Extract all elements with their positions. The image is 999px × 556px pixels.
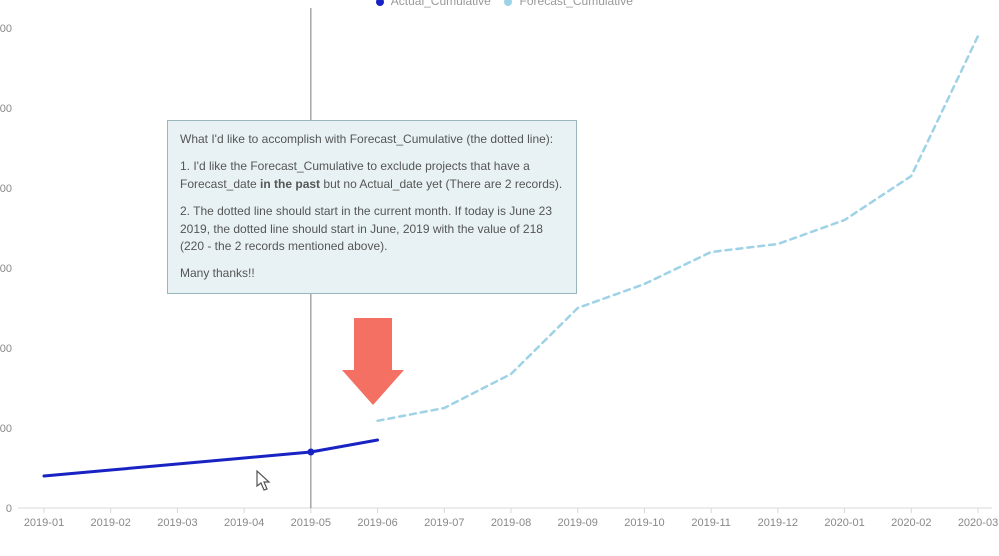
callout-paragraph: Many thanks!! xyxy=(180,265,564,282)
x-axis-tick-label: 2019-07 xyxy=(424,517,464,529)
x-axis-tick-label: 2020-01 xyxy=(824,517,864,529)
x-axis-tick-label: 2019-09 xyxy=(558,517,598,529)
x-axis-tick-label: 2019-08 xyxy=(491,517,531,529)
callout-paragraph: 1. I'd like the Forecast_Cumulative to e… xyxy=(180,158,564,193)
y-axis-tick-label: 300 xyxy=(0,263,12,275)
x-axis-tick-label: 2019-12 xyxy=(758,517,798,529)
legend-label-forecast: Forecast_Cumulative xyxy=(520,0,633,8)
legend-label-actual: Actual_Cumulative xyxy=(391,0,491,8)
x-axis-tick-label: 2019-01 xyxy=(24,517,64,529)
y-axis-tick-label: 00 xyxy=(0,343,12,355)
x-axis-tick-label: 2019-05 xyxy=(291,517,331,529)
chart-legend: Actual_Cumulative Forecast_Cumulative xyxy=(0,0,999,8)
series-actual_cumulative xyxy=(44,440,378,476)
x-axis-tick-label: 2019-10 xyxy=(624,517,664,529)
y-axis-tick-label: 200 xyxy=(0,23,12,35)
y-axis-tick-label: 200 xyxy=(0,423,12,435)
x-axis-tick-label: 2019-11 xyxy=(691,517,731,529)
legend-swatch-forecast xyxy=(504,0,512,6)
y-axis-tick-label: 600 xyxy=(0,183,12,195)
callout-paragraph: What I'd like to accomplish with Forecas… xyxy=(180,131,564,148)
x-axis-tick-label: 2019-04 xyxy=(224,517,264,529)
chart-container: Actual_Cumulative Forecast_Cumulative 02… xyxy=(0,0,999,556)
y-axis-tick-label: 00 xyxy=(0,103,12,115)
x-axis-tick-label: 2020-02 xyxy=(891,517,931,529)
legend-swatch-actual xyxy=(376,0,384,6)
x-axis-tick-label: 2019-02 xyxy=(91,517,131,529)
annotation-callout: What I'd like to accomplish with Forecas… xyxy=(167,120,577,294)
series-marker xyxy=(307,449,314,456)
x-axis-tick-label: 2019-03 xyxy=(157,517,197,529)
y-axis-tick-label: 0 xyxy=(6,503,12,515)
x-axis-tick-label: 2019-06 xyxy=(357,517,397,529)
x-axis-tick-label: 2020-03 xyxy=(958,517,998,529)
callout-paragraph: 2. The dotted line should start in the c… xyxy=(180,203,564,255)
